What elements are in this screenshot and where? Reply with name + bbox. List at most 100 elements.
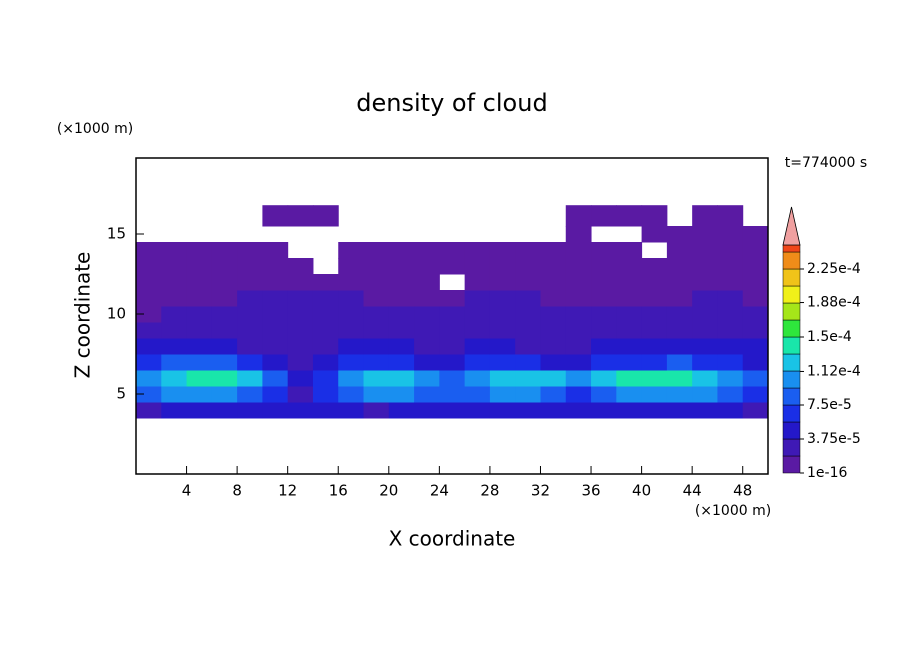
contour-cell xyxy=(540,306,567,323)
contour-cell xyxy=(464,386,491,403)
contour-cell xyxy=(565,370,592,387)
contour-cell xyxy=(692,386,718,403)
contour-cell xyxy=(565,386,592,403)
contour-cell xyxy=(287,290,314,307)
contour-cell xyxy=(464,354,491,371)
contour-cell xyxy=(363,370,390,387)
contour-cell xyxy=(641,322,668,339)
contour-cell xyxy=(641,370,668,387)
colorbar-band xyxy=(782,455,801,474)
colorbar-band xyxy=(782,302,801,321)
contour-cell xyxy=(439,370,466,387)
contour-cell xyxy=(464,290,491,307)
x-tick-label: 20 xyxy=(379,482,398,500)
contour-cell xyxy=(616,306,643,323)
contour-cell xyxy=(515,306,541,323)
contour-cell xyxy=(161,322,188,339)
contour-cell xyxy=(211,354,238,371)
contour-cell xyxy=(388,258,415,275)
contour-cell xyxy=(565,242,592,259)
contour-cell xyxy=(287,386,314,403)
contour-cell xyxy=(338,242,365,259)
contour-cell xyxy=(161,402,188,419)
contour-cell xyxy=(717,226,744,243)
contour-cell xyxy=(515,258,541,275)
contour-cell xyxy=(287,306,314,323)
contour-cell xyxy=(186,386,213,403)
contour-cell xyxy=(489,290,516,307)
contour-cell xyxy=(363,386,390,403)
contour-cell xyxy=(742,290,769,307)
contour-cell xyxy=(312,205,339,227)
contour-cell xyxy=(742,226,769,243)
contour-cell xyxy=(464,370,491,387)
contour-cell xyxy=(338,402,365,419)
contour-cell xyxy=(388,242,415,259)
contour-cell xyxy=(262,354,289,371)
contour-cell xyxy=(338,354,365,371)
time-label: t=774000 s xyxy=(785,155,867,171)
contour-cell xyxy=(641,274,668,291)
contour-cell xyxy=(489,258,516,275)
contour-cell xyxy=(515,290,541,307)
contour-cell xyxy=(489,338,516,355)
contour-cell xyxy=(136,354,162,371)
contour-cell xyxy=(287,370,314,387)
contour-cell xyxy=(262,242,289,259)
contour-cell xyxy=(540,354,567,371)
contour-cell xyxy=(540,274,567,291)
contour-cell xyxy=(742,306,769,323)
contour-cell xyxy=(489,354,516,371)
contour-cell xyxy=(211,338,238,355)
contour-cell xyxy=(211,322,238,339)
contour-cell xyxy=(287,205,314,227)
contour-cell xyxy=(211,386,238,403)
contour-cell xyxy=(717,306,744,323)
contour-cell xyxy=(287,258,314,275)
contour-cell xyxy=(540,258,567,275)
contour-cell xyxy=(388,274,415,291)
x-tick-label: 4 xyxy=(182,482,192,500)
contour-cell xyxy=(692,226,718,243)
contour-cell xyxy=(666,386,693,403)
contour-cell xyxy=(414,322,440,339)
contour-cell xyxy=(464,338,491,355)
contour-cell xyxy=(515,242,541,259)
contour-cell xyxy=(388,386,415,403)
contour-cell xyxy=(717,402,744,419)
contour-cell xyxy=(742,322,769,339)
colorbar-band xyxy=(782,387,801,406)
contour-cell xyxy=(439,402,466,419)
contour-cell xyxy=(211,242,238,259)
contour-cell xyxy=(414,402,440,419)
colorbar-tick-label: 3.75e-5 xyxy=(807,431,861,447)
contour-cell xyxy=(591,274,617,291)
contour-cell xyxy=(565,338,592,355)
contour-cell xyxy=(414,354,440,371)
contour-cell xyxy=(312,354,339,371)
contour-cell xyxy=(186,274,213,291)
contour-cell xyxy=(692,290,718,307)
contour-cell xyxy=(540,242,567,259)
contour-cell xyxy=(540,338,567,355)
contour-cell xyxy=(742,242,769,259)
y-tick-label: 5 xyxy=(116,385,126,403)
contour-cell xyxy=(464,402,491,419)
contour-cell xyxy=(439,354,466,371)
contour-cell xyxy=(312,338,339,355)
contour-cell xyxy=(262,258,289,275)
contour-cell xyxy=(717,242,744,259)
contour-cell xyxy=(666,370,693,387)
contour-cell xyxy=(414,242,440,259)
contour-cell xyxy=(692,370,718,387)
x-axis-label: X coordinate xyxy=(389,527,516,551)
contour-cell xyxy=(540,402,567,419)
contour-cell xyxy=(616,370,643,387)
contour-cell xyxy=(237,370,263,387)
contour-cell xyxy=(161,274,188,291)
colorbar-band xyxy=(782,285,801,304)
contour-cell xyxy=(363,274,390,291)
contour-cell xyxy=(338,306,365,323)
contour-cell xyxy=(262,322,289,339)
colorbar-band xyxy=(782,438,801,457)
